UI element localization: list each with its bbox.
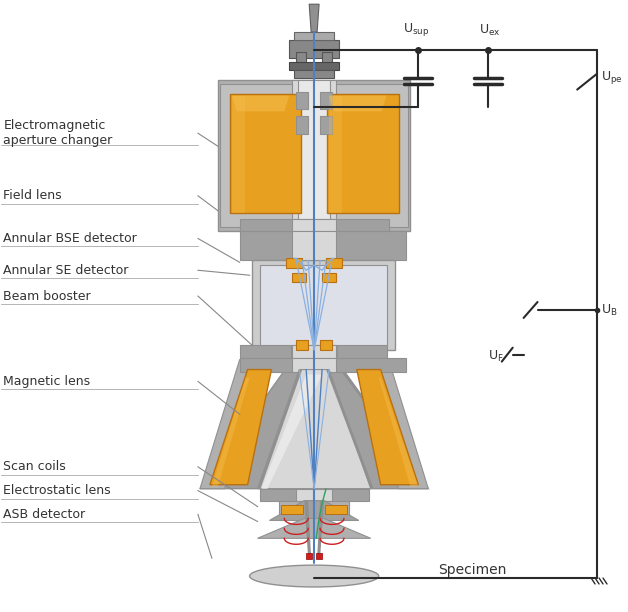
Polygon shape bbox=[232, 95, 290, 111]
Bar bbox=[292, 80, 336, 231]
Polygon shape bbox=[317, 501, 324, 558]
Bar bbox=[290, 62, 339, 70]
Polygon shape bbox=[369, 360, 428, 488]
Bar bbox=[320, 92, 332, 110]
Bar bbox=[295, 32, 334, 40]
Bar bbox=[322, 52, 332, 64]
Polygon shape bbox=[292, 273, 306, 282]
Polygon shape bbox=[329, 95, 342, 213]
Bar bbox=[306, 553, 312, 559]
Bar bbox=[240, 231, 406, 260]
Polygon shape bbox=[326, 370, 374, 488]
Text: Specimen: Specimen bbox=[438, 563, 507, 577]
Polygon shape bbox=[336, 360, 430, 491]
Polygon shape bbox=[257, 375, 322, 488]
Bar bbox=[319, 488, 369, 501]
Polygon shape bbox=[210, 370, 271, 485]
Text: Field lens: Field lens bbox=[3, 189, 62, 203]
Bar bbox=[292, 357, 336, 371]
Bar bbox=[298, 80, 330, 231]
Bar bbox=[259, 488, 309, 501]
Bar bbox=[292, 345, 336, 360]
Bar bbox=[296, 488, 332, 501]
Text: ASB detector: ASB detector bbox=[3, 508, 85, 521]
Bar bbox=[292, 231, 336, 260]
Polygon shape bbox=[326, 258, 342, 268]
Polygon shape bbox=[296, 340, 308, 349]
Bar bbox=[302, 501, 326, 520]
Text: U$_{\mathsf{pe}}$: U$_{\mathsf{pe}}$ bbox=[601, 69, 623, 86]
Text: U$_{\mathsf{B}}$: U$_{\mathsf{B}}$ bbox=[601, 302, 618, 318]
Polygon shape bbox=[322, 273, 336, 282]
Bar bbox=[240, 357, 406, 371]
Bar bbox=[279, 501, 309, 520]
Bar bbox=[252, 260, 394, 349]
Polygon shape bbox=[257, 518, 371, 539]
Bar bbox=[320, 116, 332, 134]
Polygon shape bbox=[304, 501, 311, 558]
Bar bbox=[296, 92, 308, 110]
Polygon shape bbox=[212, 378, 249, 487]
Polygon shape bbox=[309, 4, 319, 32]
Bar bbox=[259, 265, 387, 345]
Text: Beam booster: Beam booster bbox=[3, 289, 91, 302]
Bar bbox=[296, 116, 308, 134]
Text: Electrostatic lens: Electrostatic lens bbox=[3, 484, 111, 497]
Polygon shape bbox=[200, 360, 428, 488]
Bar bbox=[327, 94, 399, 213]
Polygon shape bbox=[329, 95, 387, 111]
Bar bbox=[337, 345, 387, 360]
Text: Magnetic lens: Magnetic lens bbox=[3, 375, 90, 388]
Bar bbox=[218, 80, 411, 231]
Polygon shape bbox=[257, 370, 371, 488]
Ellipse shape bbox=[249, 565, 379, 587]
Bar bbox=[240, 218, 315, 231]
Bar bbox=[230, 94, 301, 213]
Text: U$_{\mathsf{ex}}$: U$_{\mathsf{ex}}$ bbox=[479, 23, 501, 38]
Polygon shape bbox=[200, 360, 259, 488]
Polygon shape bbox=[357, 370, 418, 485]
Bar bbox=[295, 70, 334, 78]
Bar bbox=[313, 218, 389, 231]
Polygon shape bbox=[269, 501, 359, 520]
Text: Annular SE detector: Annular SE detector bbox=[3, 264, 129, 277]
Bar bbox=[325, 504, 347, 515]
Text: Annular BSE detector: Annular BSE detector bbox=[3, 232, 137, 245]
Text: U$_{\mathsf{sup}}$: U$_{\mathsf{sup}}$ bbox=[403, 21, 430, 38]
Bar bbox=[321, 84, 408, 226]
Polygon shape bbox=[379, 378, 418, 487]
Bar bbox=[296, 52, 306, 64]
Bar bbox=[220, 84, 307, 226]
Polygon shape bbox=[257, 370, 302, 488]
Polygon shape bbox=[286, 258, 302, 268]
Bar bbox=[319, 501, 349, 520]
Text: U$_{\mathsf{F}}$: U$_{\mathsf{F}}$ bbox=[488, 349, 504, 364]
Bar bbox=[281, 504, 303, 515]
Polygon shape bbox=[320, 340, 332, 349]
Bar bbox=[292, 218, 336, 231]
Polygon shape bbox=[232, 95, 245, 213]
Text: Electromagnetic
aperture changer: Electromagnetic aperture changer bbox=[3, 119, 112, 147]
Bar bbox=[240, 345, 291, 360]
Text: Scan coils: Scan coils bbox=[3, 460, 66, 473]
Bar bbox=[290, 40, 339, 58]
Bar bbox=[316, 553, 322, 559]
